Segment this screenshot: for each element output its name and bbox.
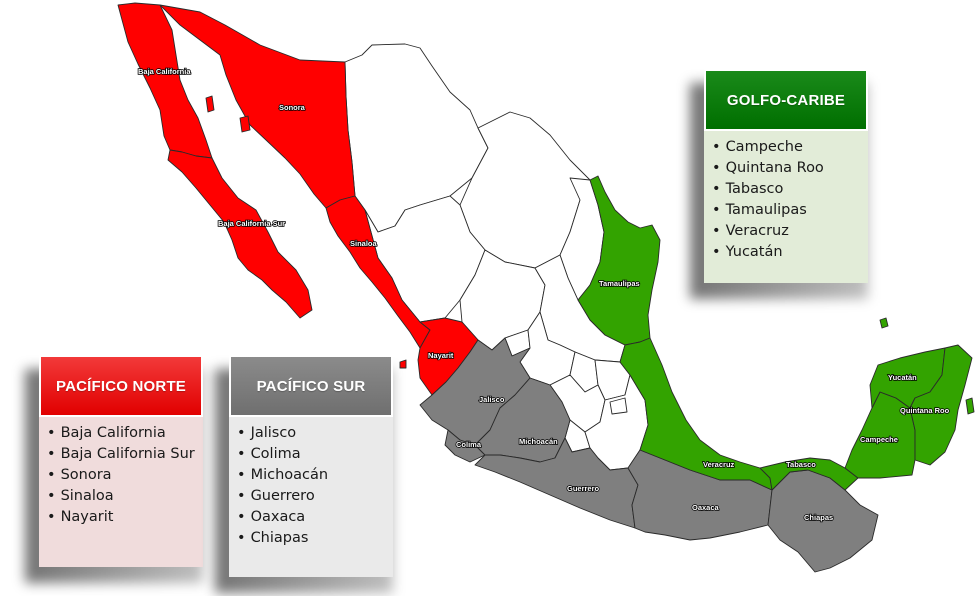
label-baja-california-sur: Baja California Sur	[218, 219, 285, 228]
state-baja-california-sur	[167, 149, 313, 319]
label-quintana-roo: Quintana Roo	[900, 406, 950, 415]
legend-title: GOLFO-CARIBE	[704, 69, 868, 131]
legend-item: Tamaulipas	[712, 200, 860, 221]
legend-item: Campeche	[712, 137, 860, 158]
label-guerrero: Guerrero	[567, 484, 600, 493]
legend-body: Campeche Quintana Roo Tabasco Tamaulipas…	[704, 131, 868, 283]
legend-item: Baja California Sur	[47, 444, 195, 465]
legend-item: Yucatán	[712, 242, 860, 263]
label-nayarit: Nayarit	[428, 351, 454, 360]
island-nayarit	[399, 359, 407, 369]
region-pacifico-sur-states	[419, 337, 879, 573]
label-sinaloa: Sinaloa	[350, 239, 378, 248]
state-tlaxcala	[609, 397, 628, 415]
legend-title: PACÍFICO NORTE	[39, 355, 203, 417]
legend-item: Veracruz	[712, 221, 860, 242]
label-jalisco: Jalisco	[479, 395, 505, 404]
legend-pacifico-sur: PACÍFICO SUR Jalisco Colima Michoacán Gu…	[215, 355, 393, 593]
legend-state-list: Jalisco Colima Michoacán Guerrero Oaxaca…	[237, 423, 385, 549]
island-tiburon	[239, 115, 251, 133]
legend-item: Nayarit	[47, 507, 195, 528]
state-tamaulipas	[577, 175, 661, 346]
legend-item: Sonora	[47, 465, 195, 486]
region-golfo-caribe-states	[577, 175, 975, 491]
legend-body: Baja California Baja California Sur Sono…	[39, 417, 203, 567]
legend-state-list: Campeche Quintana Roo Tabasco Tamaulipas…	[712, 137, 860, 263]
label-chiapas: Chiapas	[804, 513, 833, 522]
legend-item: Chiapas	[237, 528, 385, 549]
map-labels: Baja California Sonora Baja California S…	[137, 66, 950, 523]
legend-item: Guerrero	[237, 486, 385, 507]
legend-item: Baja California	[47, 423, 195, 444]
legend-golfo-caribe: GOLFO-CARIBE Campeche Quintana Roo Tabas…	[690, 69, 868, 299]
state-colima	[444, 429, 486, 463]
label-campeche: Campeche	[860, 435, 898, 444]
label-tamaulipas: Tamaulipas	[599, 279, 640, 288]
legend-item: Jalisco	[237, 423, 385, 444]
legend-title: PACÍFICO SUR	[229, 355, 393, 417]
label-tabasco: Tabasco	[786, 460, 816, 469]
legend-pacifico-norte: PACÍFICO NORTE Baja California Baja Cali…	[25, 355, 203, 583]
state-tabasco	[759, 457, 859, 491]
label-veracruz: Veracruz	[703, 460, 735, 469]
label-oaxaca: Oaxaca	[692, 503, 720, 512]
legend-item: Sinaloa	[47, 486, 195, 507]
legend-item: Quintana Roo	[712, 158, 860, 179]
label-michoacan: Michoacán	[519, 437, 558, 446]
island-angel	[205, 95, 215, 113]
label-colima: Colima	[456, 440, 482, 449]
legend-item: Colima	[237, 444, 385, 465]
legend-state-list: Baja California Baja California Sur Sono…	[47, 423, 195, 528]
region-pacifico-norte-states	[117, 2, 479, 396]
island-cozumel	[965, 397, 975, 415]
label-baja-california: Baja California	[138, 67, 191, 76]
interior-states	[344, 43, 649, 471]
island-arrecife	[879, 317, 889, 329]
legend-item: Michoacán	[237, 465, 385, 486]
label-yucatan: Yucatán	[888, 373, 917, 382]
state-quintana-roo	[909, 344, 973, 466]
legend-body: Jalisco Colima Michoacán Guerrero Oaxaca…	[229, 417, 393, 577]
label-sonora: Sonora	[279, 103, 306, 112]
legend-item: Oaxaca	[237, 507, 385, 528]
legend-item: Tabasco	[712, 179, 860, 200]
